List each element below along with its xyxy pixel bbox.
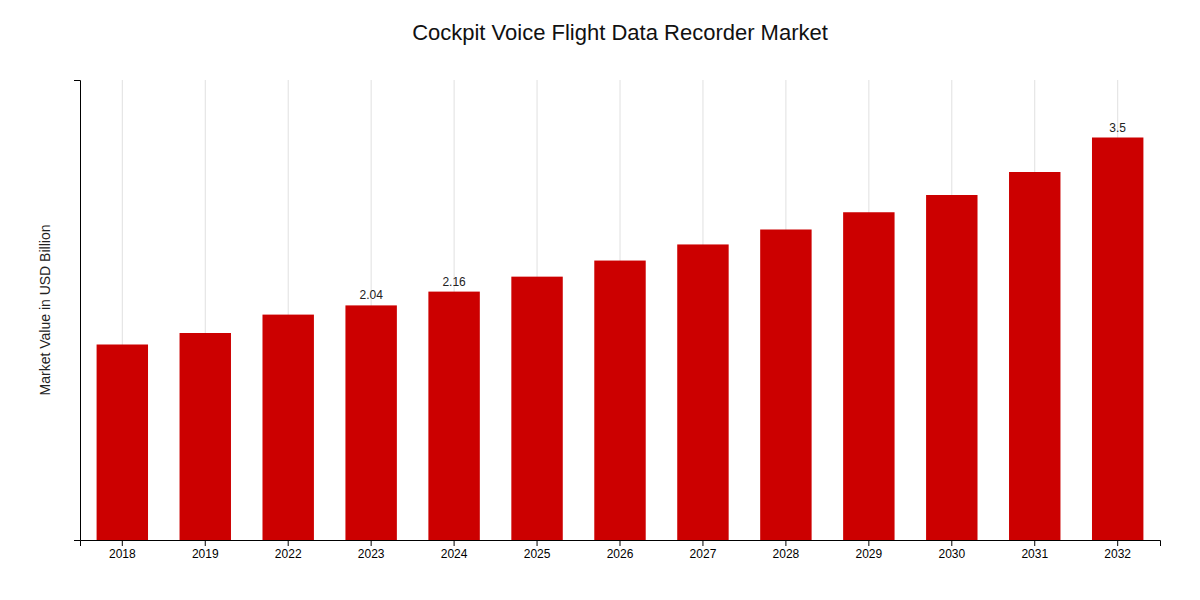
bar <box>760 230 811 541</box>
x-tick-mark <box>371 540 372 546</box>
x-tick: 2029 <box>855 540 882 561</box>
data-label: 2.04 <box>359 288 383 302</box>
plot: 2.042.163.520182019202220232024202520262… <box>74 80 1161 561</box>
x-tick-label: 2025 <box>524 547 551 561</box>
x-tick-mark <box>785 540 786 546</box>
x-tick: 2027 <box>690 540 717 561</box>
bar <box>97 345 148 541</box>
grid <box>122 80 1117 540</box>
x-tick-mark <box>288 540 289 546</box>
x-tick: 2023 <box>358 540 385 561</box>
x-tick-label: 2028 <box>773 547 800 561</box>
x-tick: 2022 <box>275 540 302 561</box>
x-tick-mark <box>122 540 123 546</box>
x-tick: 2018 <box>109 540 136 561</box>
x-tick-mark <box>1034 540 1035 546</box>
chart: 2.042.163.520182019202220232024202520262… <box>0 0 1200 600</box>
bar <box>262 315 313 540</box>
bar <box>180 333 231 540</box>
bar <box>677 244 728 540</box>
x-tick-mark <box>454 540 455 546</box>
x-tick-mark <box>620 540 621 546</box>
bar <box>594 261 645 540</box>
bar <box>843 212 894 540</box>
y-axis-line <box>74 81 81 541</box>
bar <box>1092 138 1143 541</box>
data-label: 2.16 <box>442 275 466 289</box>
x-axis-line <box>81 541 1161 547</box>
data-labels: 2.04 2.16 3.5 <box>359 121 1126 303</box>
y-axis <box>74 81 81 541</box>
bar <box>428 292 479 540</box>
x-tick-label: 2018 <box>109 547 136 561</box>
x-tick-label: 2030 <box>938 547 965 561</box>
x-tick-mark <box>1117 540 1118 546</box>
x-tick-label: 2023 <box>358 547 385 561</box>
bar <box>926 195 977 540</box>
y-axis-title: Market Value in USD Billion <box>37 225 53 396</box>
bar <box>345 305 396 540</box>
data-label: 3.5 <box>1109 121 1126 135</box>
x-tick-label: 2027 <box>690 547 717 561</box>
x-tick-mark <box>205 540 206 546</box>
x-tick-label: 2019 <box>192 547 219 561</box>
bars <box>97 138 1144 541</box>
x-tick-label: 2022 <box>275 547 302 561</box>
x-tick: 2028 <box>773 540 800 561</box>
x-tick-mark <box>537 540 538 546</box>
x-tick-label: 2026 <box>607 547 634 561</box>
x-tick: 2024 <box>441 540 468 561</box>
bar <box>1009 172 1060 540</box>
x-tick: 2030 <box>938 540 965 561</box>
bar <box>511 277 562 540</box>
title: Cockpit Voice Flight Data Recorder Marke… <box>412 20 828 45</box>
x-tick-mark <box>868 540 869 546</box>
x-tick-label: 2031 <box>1021 547 1048 561</box>
x-tick-label: 2024 <box>441 547 468 561</box>
x-tick: 2019 <box>192 540 219 561</box>
x-tick: 2032 <box>1104 540 1131 561</box>
x-tick-label: 2029 <box>855 547 882 561</box>
x-tick: 2026 <box>607 540 634 561</box>
x-tick-mark <box>702 540 703 546</box>
x-tick-mark <box>951 540 952 546</box>
x-axis: 2018 2019 2022 2023 2024 2025 2026 2027 2028 2029… <box>81 540 1161 561</box>
x-tick: 2031 <box>1021 540 1048 561</box>
x-tick: 2025 <box>524 540 551 561</box>
x-tick-label: 2032 <box>1104 547 1131 561</box>
